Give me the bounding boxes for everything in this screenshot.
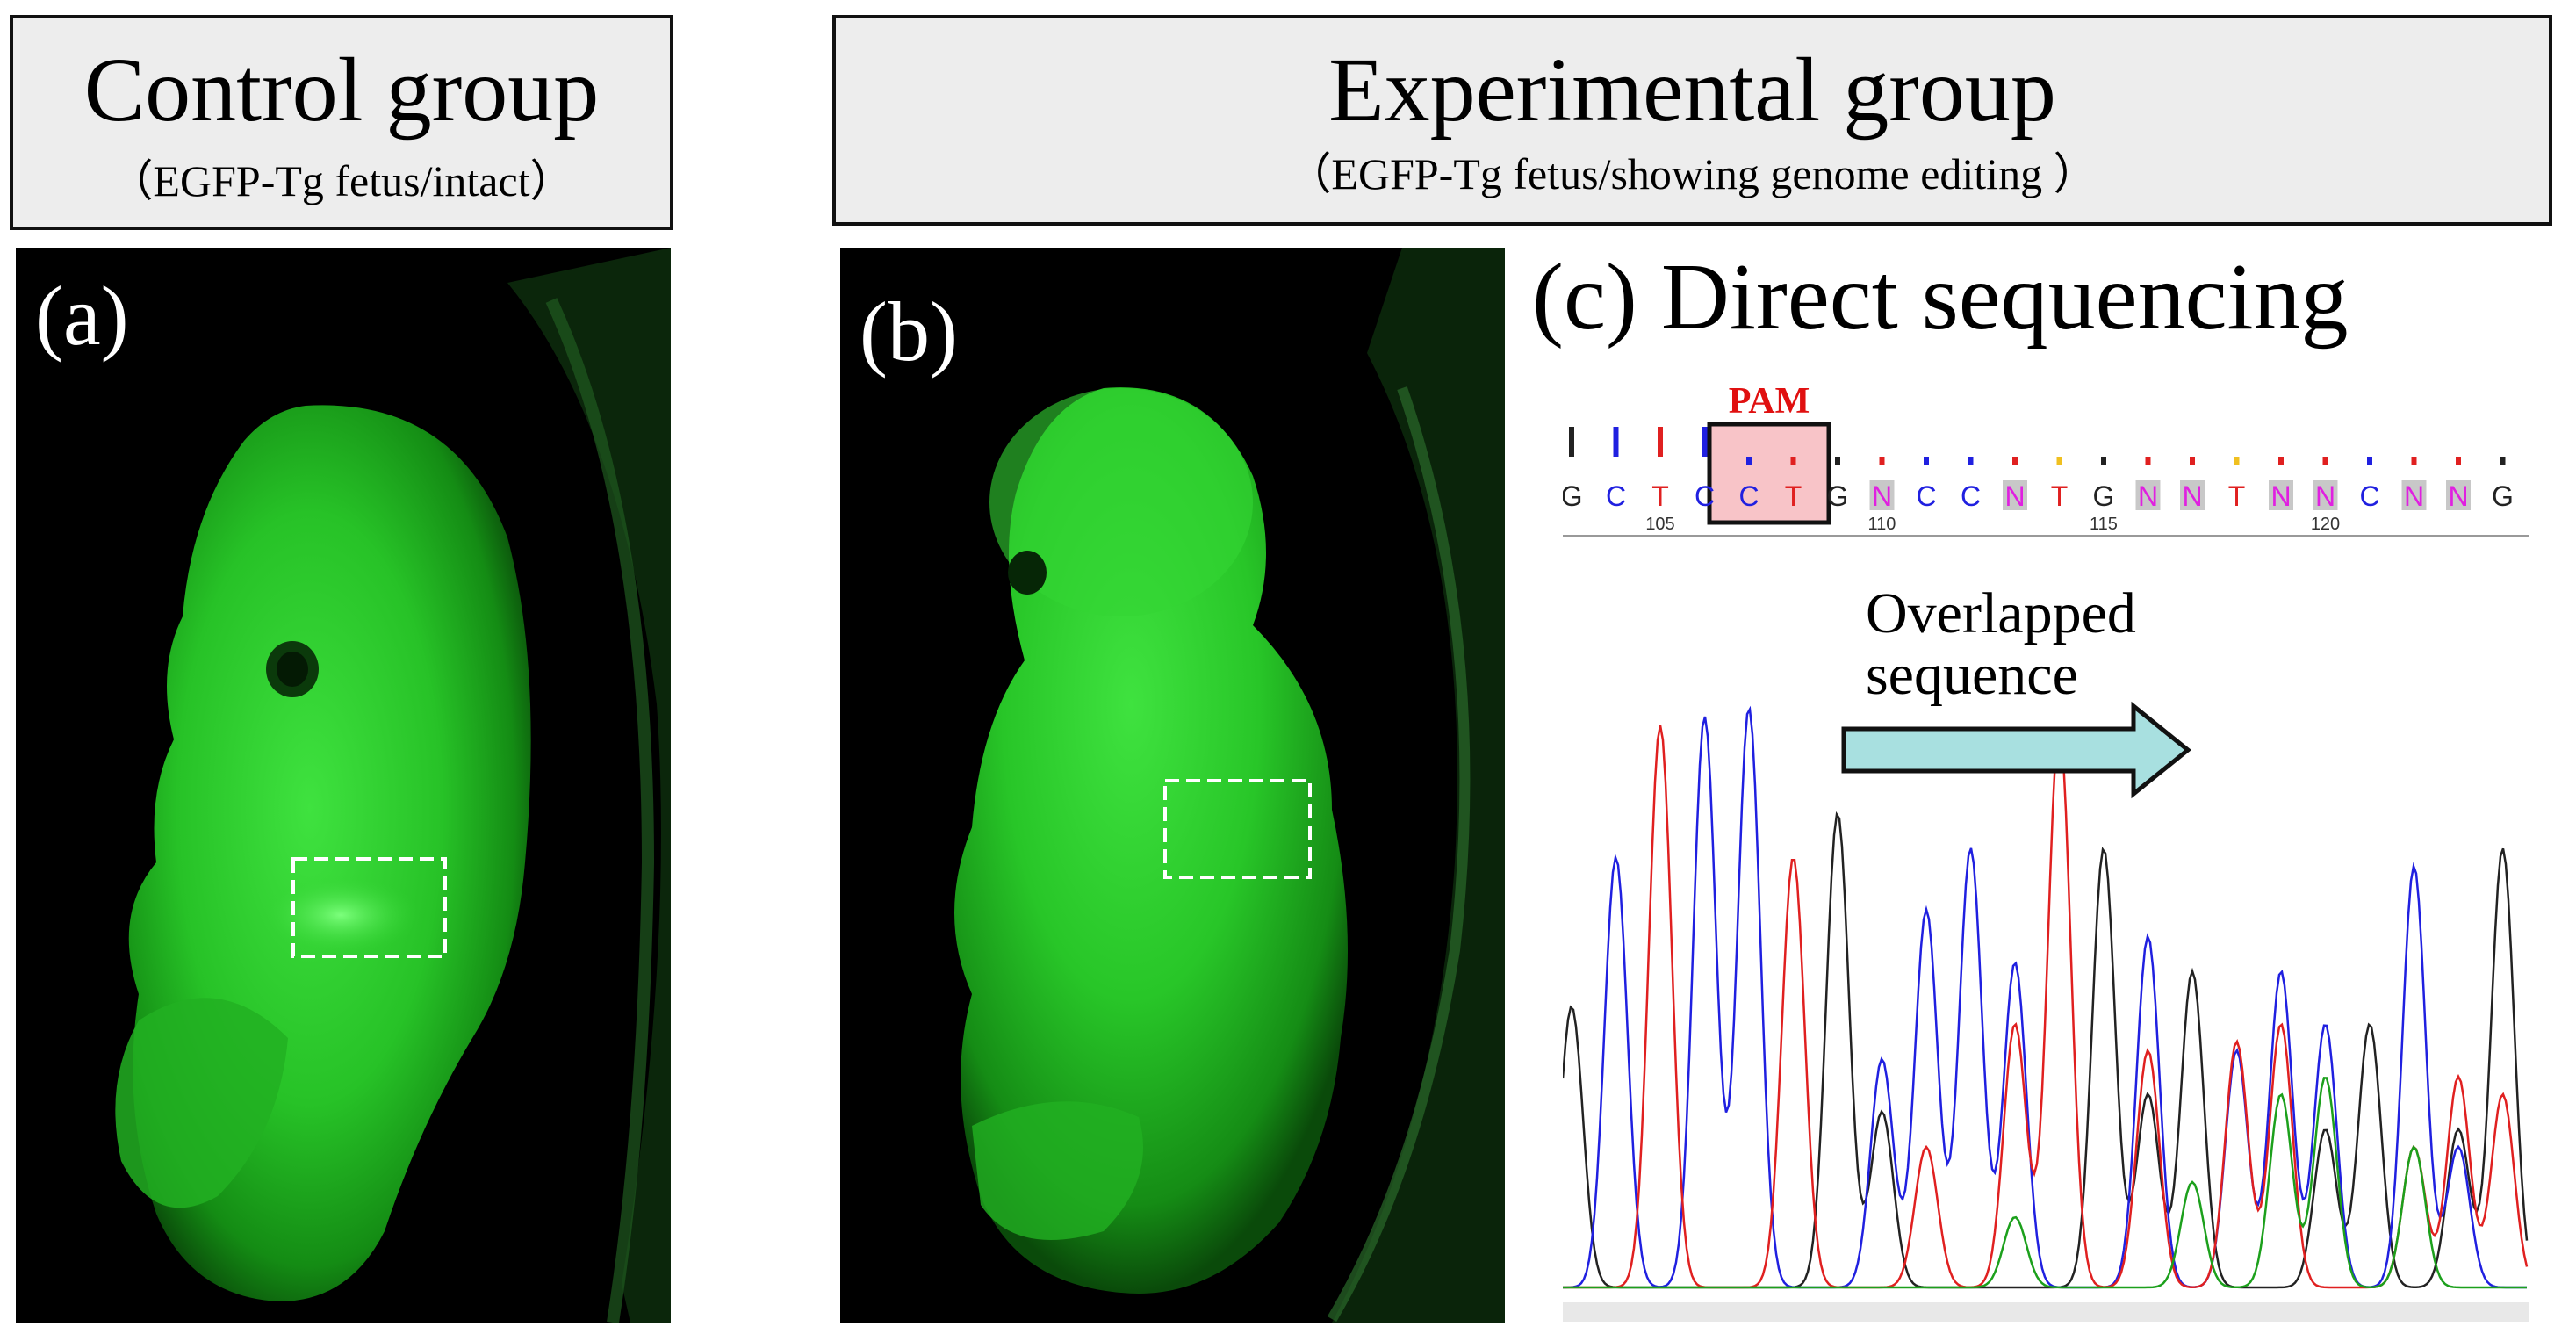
ambiguous-base-highlight (2003, 480, 2027, 510)
base-call: G (1827, 480, 1849, 512)
pam-label: PAM (1729, 381, 1810, 422)
base-quality-bar (2012, 457, 2018, 465)
base-call: N (2448, 480, 2468, 512)
control-fetus-image (115, 248, 671, 1323)
position-tick-label: 120 (2311, 515, 2340, 534)
panel-c-title: (c) Direct sequencing (1532, 245, 2349, 350)
base-call: C (1916, 480, 1936, 512)
trace-a (1563, 1077, 2527, 1289)
overlap-annotation-line1: Overlapped (1866, 581, 2136, 645)
base-call: G (2093, 480, 2115, 512)
base-call: T (2228, 480, 2246, 512)
base-call: C (1738, 480, 1759, 512)
base-call: C (2359, 480, 2379, 512)
base-call: N (2315, 480, 2335, 512)
base-quality-bar (1879, 457, 1885, 465)
base-quality-bar (2234, 457, 2240, 465)
control-group-subtitle: （EGFP-Tg fetus/intact） (109, 156, 574, 205)
control-fetus-photo: (a) (16, 248, 671, 1323)
trace-t (1563, 725, 2529, 1289)
base-call: N (2404, 480, 2424, 512)
base-quality-bar (2278, 457, 2284, 465)
base-call: G (1563, 480, 1582, 512)
base-call: N (2138, 480, 2158, 512)
base-quality-bar (1835, 457, 1840, 465)
base-call: C (1695, 480, 1715, 512)
base-call: N (1872, 480, 1892, 512)
panel-a-label: (a) (35, 269, 129, 363)
experimental-fetus-photo: (b) (840, 248, 1505, 1323)
overlap-annotation-line2: sequence (1866, 643, 2078, 707)
base-call: T (2051, 480, 2069, 512)
experimental-group-title: Experimental group (1328, 40, 2056, 141)
base-quality-bar (1569, 427, 1574, 457)
ambiguous-base-highlight (2180, 480, 2205, 510)
base-call: G (2492, 480, 2514, 512)
base-call: N (2004, 480, 2025, 512)
panel-b-label: (b) (860, 285, 958, 379)
overlap-arrow (1841, 701, 2191, 799)
control-group-title: Control group (83, 40, 600, 141)
base-quality-bar (2411, 457, 2417, 465)
base-quality-bar (2190, 457, 2195, 465)
base-quality-bar (2500, 457, 2506, 465)
base-call: C (1961, 480, 1981, 512)
ambiguous-base-highlight (2135, 480, 2161, 510)
base-call: T (1651, 480, 1669, 512)
base-call: N (2270, 480, 2291, 512)
base-quality-bar (1658, 427, 1663, 457)
base-quality-bar (2322, 457, 2328, 465)
base-quality-bar (1746, 457, 1752, 465)
base-quality-bar (1613, 427, 1619, 457)
position-tick-label: 115 (2090, 515, 2118, 534)
ambiguous-base-highlight (1869, 480, 1895, 510)
base-quality-bar (1968, 457, 1974, 465)
ambiguous-base-highlight (2446, 480, 2471, 510)
base-call: T (1785, 480, 1802, 512)
base-call: N (2182, 480, 2202, 512)
base-quality-bar (1702, 427, 1708, 457)
base-call: C (1606, 480, 1626, 512)
base-quality-bar (2456, 457, 2461, 465)
trace-baseline-band (1563, 1302, 2529, 1322)
ambiguous-base-highlight (2313, 480, 2338, 510)
experimental-fetus-image (954, 248, 1505, 1323)
base-quality-bar (1790, 457, 1796, 465)
ambiguous-base-highlight (2269, 480, 2293, 510)
base-quality-bar (1924, 457, 1929, 465)
control-group-box: Control group （EGFP-Tg fetus/intact） (10, 15, 673, 230)
base-quality-bar (2056, 457, 2062, 465)
base-quality-bar (2367, 457, 2372, 465)
position-tick-label: 105 (1645, 515, 1674, 534)
ambiguous-base-highlight (2401, 480, 2427, 510)
experimental-group-subtitle: （EGFP-Tg fetus/showing genome editing ） (1287, 149, 2097, 198)
base-quality-bar (2101, 457, 2106, 465)
base-quality-bar (2145, 457, 2151, 465)
experimental-group-box: Experimental group （EGFP-Tg fetus/showin… (832, 15, 2552, 226)
pam-highlight-box (1707, 422, 1831, 525)
position-tick-label: 110 (1868, 515, 1896, 534)
